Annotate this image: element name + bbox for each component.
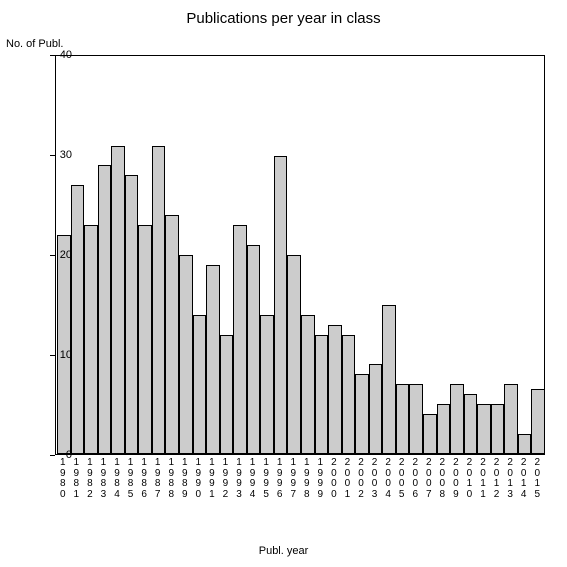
bar [233, 225, 247, 454]
bar [287, 255, 301, 454]
bar [315, 335, 329, 454]
bar [220, 335, 234, 454]
x-tick-label: 1984 [111, 458, 123, 500]
x-tick-label: 2002 [355, 458, 367, 500]
x-tick-label: 2008 [436, 458, 448, 500]
bar [382, 305, 396, 454]
chart-container: Publications per year in class No. of Pu… [0, 0, 567, 567]
bar [165, 215, 179, 454]
bar [179, 255, 193, 454]
y-tick-mark [50, 355, 55, 356]
x-tick-label: 1992 [219, 458, 231, 500]
x-tick-label: 2005 [396, 458, 408, 500]
chart-title: Publications per year in class [0, 10, 567, 27]
bar [477, 404, 491, 454]
bar [423, 414, 437, 454]
x-tick-label: 1987 [152, 458, 164, 500]
bar [247, 245, 261, 454]
x-tick-label: 2014 [518, 458, 530, 500]
bar [369, 364, 383, 454]
x-tick-label: 1993 [233, 458, 245, 500]
y-tick-mark [50, 255, 55, 256]
y-tick-mark [50, 155, 55, 156]
x-tick-label: 1980 [57, 458, 69, 500]
bar [84, 225, 98, 454]
x-tick-label: 2001 [341, 458, 353, 500]
x-tick-label: 1998 [301, 458, 313, 500]
bar [328, 325, 342, 454]
x-tick-label: 2015 [531, 458, 543, 500]
bar [342, 335, 356, 454]
bar [193, 315, 207, 454]
bar [409, 384, 423, 454]
bar [355, 374, 369, 454]
x-tick-label: 1981 [70, 458, 82, 500]
x-tick-label: 2011 [477, 458, 489, 500]
bar [260, 315, 274, 454]
bar [450, 384, 464, 454]
bar [152, 146, 166, 454]
x-tick-label: 1983 [97, 458, 109, 500]
x-tick-label: 1986 [138, 458, 150, 500]
x-tick-label: 1995 [260, 458, 272, 500]
x-tick-label: 2007 [423, 458, 435, 500]
x-tick-label: 2012 [491, 458, 503, 500]
x-tick-label: 2006 [409, 458, 421, 500]
bar [437, 404, 451, 454]
y-tick-mark [50, 55, 55, 56]
x-tick-label: 1988 [165, 458, 177, 500]
bar [504, 384, 518, 454]
bar [464, 394, 478, 454]
x-axis-label: Publ. year [0, 545, 567, 557]
x-tick-label: 1990 [192, 458, 204, 500]
bar [111, 146, 125, 454]
x-tick-label: 1989 [179, 458, 191, 500]
bar [491, 404, 505, 454]
x-tick-label: 1999 [314, 458, 326, 500]
x-tick-label: 2013 [504, 458, 516, 500]
bar [138, 225, 152, 454]
x-tick-label: 2004 [382, 458, 394, 500]
x-tick-label: 2000 [328, 458, 340, 500]
bar [518, 434, 532, 454]
x-tick-label: 1991 [206, 458, 218, 500]
bar [57, 235, 71, 454]
x-tick-label: 2010 [463, 458, 475, 500]
x-tick-label: 1996 [274, 458, 286, 500]
bar [396, 384, 410, 454]
y-tick-mark [50, 455, 55, 456]
bar [71, 185, 85, 454]
bar [206, 265, 220, 454]
x-tick-label: 1994 [247, 458, 259, 500]
bar [98, 165, 112, 454]
x-tick-label: 1997 [287, 458, 299, 500]
plot-area [55, 55, 545, 455]
x-tick-label: 2003 [369, 458, 381, 500]
bar [301, 315, 315, 454]
x-tick-label: 1982 [84, 458, 96, 500]
x-tick-label: 1985 [125, 458, 137, 500]
bar [531, 389, 545, 454]
x-tick-label: 2009 [450, 458, 462, 500]
bar [125, 175, 139, 454]
bar [274, 156, 288, 455]
